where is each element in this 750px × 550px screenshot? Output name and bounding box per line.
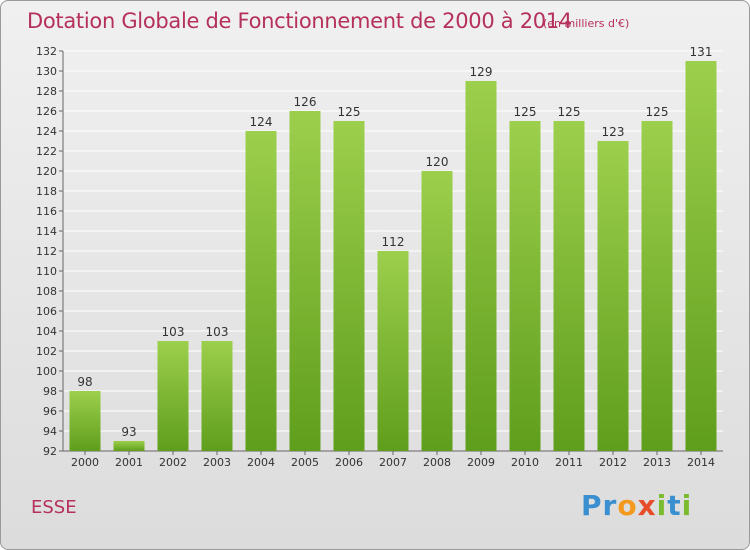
- data-label: 126: [294, 95, 317, 109]
- y-tick-label: 132: [36, 45, 57, 58]
- y-tick-label: 118: [36, 185, 57, 198]
- data-label: 103: [162, 325, 185, 339]
- y-tick-labels: 92 94 96 98 100 102 104 106 108 110 112 114 116 118 12…: [36, 45, 57, 458]
- logo-letter: o: [617, 489, 638, 522]
- logo-letter: P: [581, 489, 603, 522]
- y-tick-label: 128: [36, 85, 57, 98]
- y-tick-label: 92: [43, 445, 57, 458]
- x-tick-label: 2005: [291, 456, 319, 469]
- x-tick-label: 2002: [159, 456, 187, 469]
- bar: [509, 121, 541, 451]
- bar: [289, 111, 321, 451]
- y-tick-label: 130: [36, 65, 57, 78]
- y-tick-label: 104: [36, 325, 57, 338]
- y-tick-label: 112: [36, 245, 57, 258]
- data-label: 131: [690, 45, 713, 59]
- data-labels: 98 93 103 103 124 126 125 112 120 129 125 125 123 125…: [77, 45, 712, 439]
- data-label: 93: [121, 425, 136, 439]
- x-tick-label: 2000: [71, 456, 99, 469]
- logo-letter: i: [681, 489, 693, 522]
- bar: [201, 341, 233, 451]
- x-tick-label: 2014: [687, 456, 715, 469]
- chart-subtitle: (en milliers d'€): [543, 17, 630, 30]
- data-label: 112: [382, 235, 405, 249]
- bar: [421, 171, 453, 451]
- data-label: 124: [250, 115, 273, 129]
- y-tick-label: 110: [36, 265, 57, 278]
- chart-title: Dotation Globale de Fonctionnement de 20…: [27, 9, 572, 33]
- y-tick-label: 116: [36, 205, 57, 218]
- data-label: 98: [77, 375, 92, 389]
- x-tick-label: 2003: [203, 456, 231, 469]
- bar: [69, 391, 101, 451]
- x-tick-label: 2009: [467, 456, 495, 469]
- y-tick-label: 102: [36, 345, 57, 358]
- bar: [377, 251, 409, 451]
- logo-letter: x: [637, 489, 657, 522]
- y-tick-label: 94: [43, 425, 57, 438]
- bar: [157, 341, 189, 451]
- data-label: 125: [338, 105, 361, 119]
- proxiti-logo: Proxiti: [581, 489, 692, 522]
- x-tick-labels: 2000 2001 2002 2003 2004 2005 2006 2007 2008 2009…: [71, 456, 715, 469]
- place-name: ESSE: [31, 497, 77, 518]
- data-label: 125: [646, 105, 669, 119]
- y-tick-label: 120: [36, 165, 57, 178]
- logo-letter: r: [602, 489, 618, 522]
- x-tick-label: 2001: [115, 456, 143, 469]
- data-label: 129: [470, 65, 493, 79]
- x-tick-label: 2007: [379, 456, 407, 469]
- bar: [553, 121, 585, 451]
- bar: [465, 81, 497, 451]
- x-tick-label: 2013: [643, 456, 671, 469]
- y-tick-label: 96: [43, 405, 57, 418]
- y-tick-label: 108: [36, 285, 57, 298]
- data-label: 125: [514, 105, 537, 119]
- bar: [597, 141, 629, 451]
- data-label: 123: [602, 125, 625, 139]
- bar: [245, 131, 277, 451]
- bars: [69, 61, 717, 451]
- y-tick-label: 126: [36, 105, 57, 118]
- y-tick-label: 122: [36, 145, 57, 158]
- logo-letter: t: [667, 489, 682, 522]
- data-label: 103: [206, 325, 229, 339]
- x-tick-label: 2010: [511, 456, 539, 469]
- bar: [685, 61, 717, 451]
- data-label: 120: [426, 155, 449, 169]
- x-tick-label: 2004: [247, 456, 275, 469]
- y-tick-label: 114: [36, 225, 57, 238]
- x-tick-label: 2011: [555, 456, 583, 469]
- y-tick-label: 106: [36, 305, 57, 318]
- y-tick-label: 98: [43, 385, 57, 398]
- bar: [333, 121, 365, 451]
- y-tick-label: 124: [36, 125, 57, 138]
- logo-letter: i: [656, 489, 668, 522]
- x-tick-label: 2012: [599, 456, 627, 469]
- data-label: 125: [558, 105, 581, 119]
- x-tick-label: 2008: [423, 456, 451, 469]
- y-tick-label: 100: [36, 365, 57, 378]
- bar: [113, 441, 145, 451]
- bar: [641, 121, 673, 451]
- x-tick-label: 2006: [335, 456, 363, 469]
